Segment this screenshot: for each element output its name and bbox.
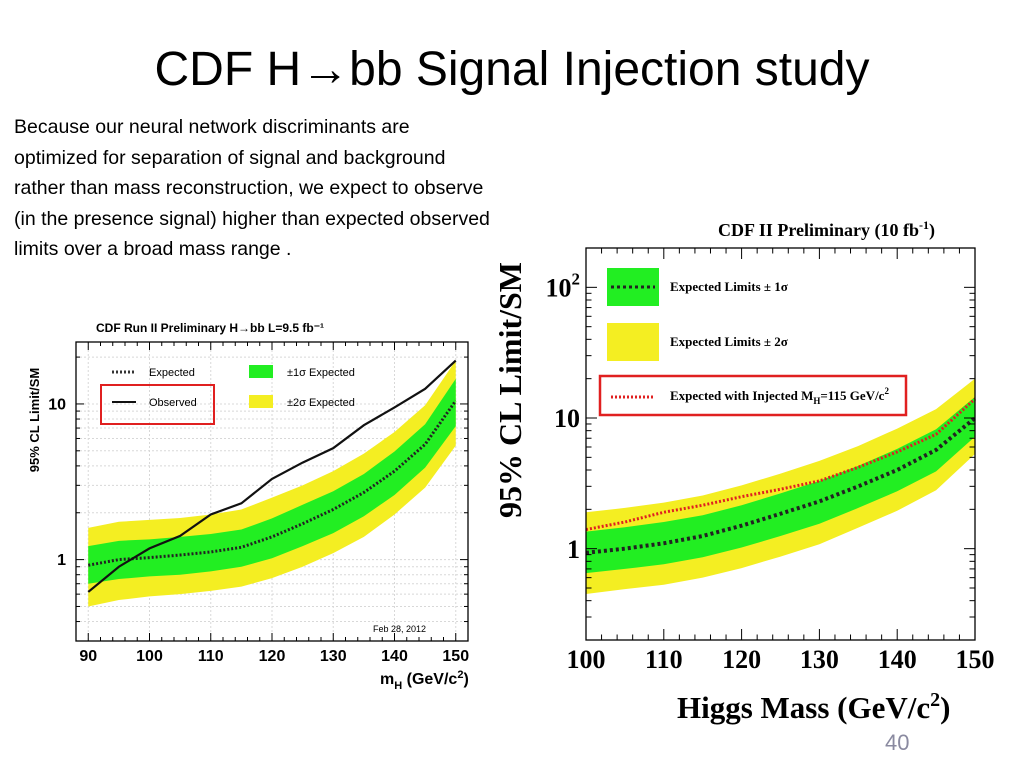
y-tick-label: 102 [546, 270, 580, 303]
expected-line [585, 416, 977, 555]
x-tick-label: 90 [79, 648, 97, 665]
expected-line [87, 399, 457, 567]
chart-right-ylabel: 95% CL Limit/SM [492, 262, 528, 518]
x-tick-label: 130 [800, 645, 839, 674]
chart-left-xlabel: mH (GeV/c2) [380, 669, 469, 692]
legend-observed-label: Observed [149, 397, 197, 409]
x-tick-label: 150 [956, 645, 995, 674]
chart-left-ylabel: 95% CL Limit/SM [27, 368, 42, 473]
slide-number: 40 [885, 730, 910, 755]
legend-two-sigma-swatch [607, 323, 659, 361]
legend-one-sigma-label: ±1σ Expected [287, 367, 355, 379]
y-tick-label: 10 [48, 397, 66, 414]
legend-two-sigma-swatch [249, 395, 273, 408]
y-tick-label: 1 [57, 552, 66, 569]
legend-one-sigma-swatch [607, 268, 659, 306]
legend-expected-label: Expected [149, 367, 195, 379]
chart-right-legend: Expected Limits ± 1σ Expected Limits ± 2… [598, 268, 908, 417]
chart-left-title: CDF Run II Preliminary H→bb L=9.5 fb⁻¹ [96, 321, 324, 335]
observed-line [87, 359, 457, 593]
x-tick-label: 110 [198, 648, 224, 665]
legend-two-sigma-label: Expected Limits ± 2σ [670, 334, 788, 349]
legend-two-sigma-label: ±2σ Expected [287, 397, 355, 409]
slide-title: CDF H→bb Signal Injection study [154, 43, 870, 96]
x-tick-label: 130 [320, 648, 347, 665]
chart-left-legend: Expected Observed ±1σ Expected ±2σ Expec… [100, 365, 355, 425]
y-tick-label: 10 [554, 404, 580, 433]
plot-frame [585, 247, 976, 641]
chart-left-date-label: Feb 28, 2012 [373, 624, 426, 634]
x-tick-label: 100 [136, 648, 163, 665]
legend-injected-label: Expected with Injected MH=115 GeV/c2 [670, 386, 889, 406]
x-tick-label: 140 [878, 645, 917, 674]
x-tick-label: 100 [567, 645, 606, 674]
observed-highlight-box [100, 384, 215, 425]
x-tick-label: 110 [645, 645, 683, 674]
legend-one-sigma-swatch [249, 365, 273, 378]
y-tick-label: 1 [567, 535, 580, 564]
chart-right-title: CDF II Preliminary (10 fb-1) [718, 218, 935, 241]
one-sigma-band [586, 396, 975, 574]
legend-one-sigma-label: Expected Limits ± 1σ [670, 279, 788, 294]
x-tick-label: 120 [722, 645, 761, 674]
chart-right-xlabel: Higgs Mass (GeV/c2) [677, 689, 950, 725]
x-tick-label: 120 [259, 648, 286, 665]
x-tick-label: 140 [381, 648, 408, 665]
x-tick-label: 150 [442, 648, 469, 665]
intro-paragraph: Because our neural network discriminants… [14, 116, 490, 260]
